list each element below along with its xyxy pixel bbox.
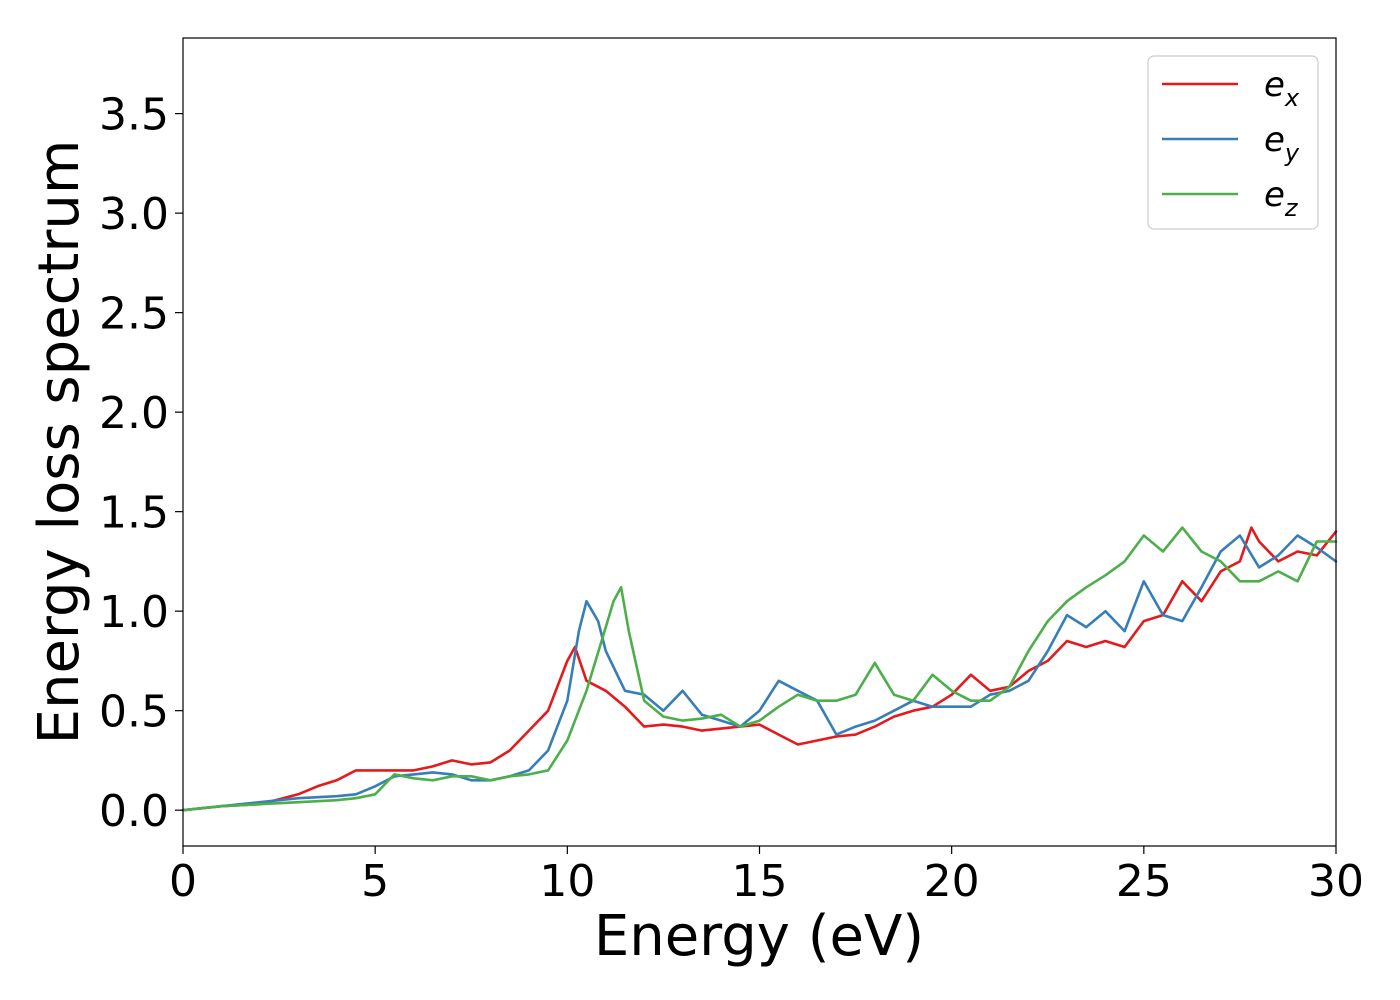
y-tick-label: 0.5 <box>99 687 169 738</box>
legend-subscript: y <box>1284 139 1300 167</box>
legend-symbol: e <box>1264 175 1285 215</box>
x-tick-label: 20 <box>924 856 980 907</box>
series-line-ez <box>181 526 1338 812</box>
y-axis-label: Energy loss spectrum <box>27 140 92 745</box>
y-tick-label: 0.0 <box>99 786 169 837</box>
x-tick-label: 0 <box>169 856 197 907</box>
legend-box <box>1147 55 1319 230</box>
x-axis-ticks: 0 5 10 15 20 25 30 <box>169 846 1364 907</box>
legend-symbol: e <box>1264 120 1285 160</box>
legend-label-ex: ex <box>1264 65 1300 112</box>
series-line-ex <box>181 526 1338 812</box>
x-axis-label: Energy (eV) <box>594 904 924 969</box>
legend-label-ez: ez <box>1264 175 1299 222</box>
y-tick-label: 1.0 <box>99 587 169 638</box>
legend-subscript: z <box>1284 194 1299 222</box>
legend-symbol: e <box>1264 65 1285 105</box>
y-axis-ticks: 0.0 0.5 1.0 1.5 2.0 2.5 3.0 3.5 <box>99 90 183 837</box>
x-tick-label: 30 <box>1308 856 1364 907</box>
y-tick-label: 3.5 <box>99 90 169 141</box>
legend-label-ey: ey <box>1264 120 1300 167</box>
y-tick-label: 1.5 <box>99 488 169 539</box>
series-layer <box>181 526 1338 812</box>
x-tick-label: 25 <box>1116 856 1172 907</box>
x-tick-label: 5 <box>361 856 389 907</box>
legend-subscript: x <box>1284 84 1300 112</box>
series-line-ey <box>181 534 1338 812</box>
y-tick-label: 3.0 <box>99 189 169 240</box>
y-tick-label: 2.5 <box>99 289 169 340</box>
x-tick-label: 10 <box>539 856 595 907</box>
x-tick-label: 15 <box>732 856 788 907</box>
y-tick-label: 2.0 <box>99 388 169 439</box>
